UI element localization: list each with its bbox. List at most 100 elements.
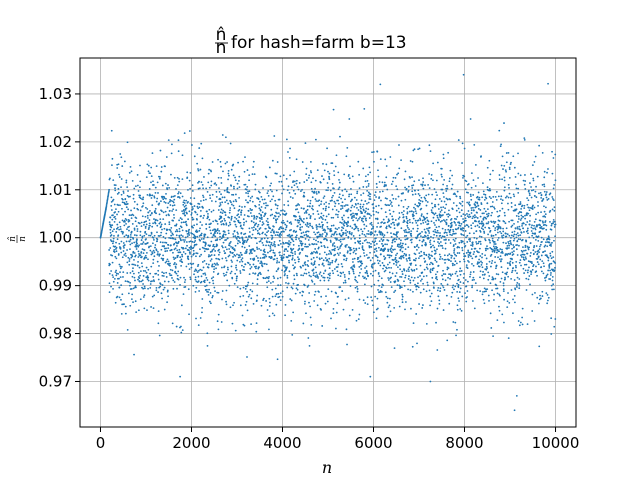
data-point: [149, 224, 151, 227]
data-point: [190, 263, 193, 266]
data-point: [486, 186, 489, 189]
data-point: [411, 190, 414, 193]
data-point: [340, 208, 342, 210]
data-point: [150, 166, 153, 169]
data-point: [112, 287, 114, 290]
data-point: [541, 152, 544, 154]
data-point: [158, 265, 160, 267]
data-point: [129, 248, 131, 250]
data-point: [411, 210, 413, 213]
data-point: [384, 197, 387, 200]
data-point: [293, 259, 296, 261]
data-point: [334, 237, 337, 240]
data-point: [364, 235, 367, 238]
data-point: [374, 230, 377, 233]
data-point: [443, 289, 446, 291]
data-point: [449, 273, 452, 276]
data-point: [293, 229, 295, 232]
data-point: [176, 230, 179, 233]
data-point: [212, 245, 214, 248]
data-point: [225, 239, 228, 241]
data-point: [376, 186, 378, 189]
data-point: [552, 222, 554, 225]
data-point: [160, 200, 162, 203]
data-point: [510, 225, 513, 228]
data-point: [366, 296, 369, 299]
data-point: [482, 224, 485, 227]
data-point: [180, 258, 183, 261]
data-point: [317, 231, 320, 234]
data-point: [431, 255, 434, 257]
data-point: [251, 233, 254, 236]
data-point: [397, 260, 400, 263]
data-point: [316, 274, 318, 277]
data-point: [500, 232, 503, 235]
data-point: [519, 174, 522, 177]
data-point: [528, 192, 531, 195]
data-point: [444, 279, 447, 282]
data-point: [358, 173, 361, 176]
data-point: [450, 256, 453, 259]
data-point: [410, 241, 413, 244]
data-point: [238, 254, 241, 257]
data-point: [157, 273, 160, 276]
data-point: [438, 197, 441, 200]
data-point: [520, 256, 523, 258]
data-point: [310, 323, 313, 326]
data-point: [455, 209, 458, 212]
data-point: [224, 162, 227, 165]
data-point: [392, 210, 395, 213]
y-tick-label: 1.00: [39, 229, 72, 247]
data-point: [480, 260, 482, 263]
data-point: [409, 259, 411, 262]
data-point: [349, 246, 352, 249]
data-point: [520, 231, 523, 234]
data-point: [192, 207, 194, 210]
data-point: [469, 195, 472, 198]
data-point: [426, 263, 429, 266]
data-point: [154, 186, 157, 189]
data-point: [239, 241, 241, 244]
data-point: [178, 236, 181, 238]
data-point: [335, 327, 337, 330]
data-point: [418, 303, 420, 305]
data-point: [271, 312, 274, 315]
data-point: [507, 242, 510, 245]
data-point: [365, 265, 368, 268]
data-point: [278, 228, 281, 231]
data-point: [305, 210, 308, 212]
data-point: [400, 227, 403, 230]
data-point: [128, 260, 131, 262]
data-point: [219, 238, 221, 241]
data-point: [345, 257, 348, 260]
data-point: [369, 259, 372, 262]
data-point: [361, 230, 364, 233]
data-point: [321, 235, 323, 238]
data-point: [358, 266, 361, 268]
x-tick-label: 10000: [532, 434, 580, 452]
data-point: [337, 263, 340, 266]
data-point: [232, 251, 234, 254]
data-point: [242, 286, 245, 289]
data-point: [553, 206, 556, 209]
data-point: [318, 263, 320, 266]
data-point: [236, 275, 238, 278]
data-point: [419, 275, 421, 277]
data-point: [356, 285, 358, 288]
data-point: [409, 221, 411, 224]
data-point: [355, 279, 358, 282]
data-point: [225, 300, 227, 303]
data-point: [211, 249, 214, 252]
data-point: [410, 232, 412, 235]
data-point: [449, 198, 452, 201]
data-point: [394, 280, 397, 283]
data-point: [163, 245, 165, 248]
data-point: [126, 228, 128, 231]
data-point: [473, 216, 476, 219]
data-point: [351, 175, 354, 178]
data-point: [191, 144, 193, 146]
data-point: [295, 234, 298, 237]
data-point: [290, 286, 293, 289]
data-point: [530, 226, 533, 229]
data-point: [416, 227, 419, 230]
